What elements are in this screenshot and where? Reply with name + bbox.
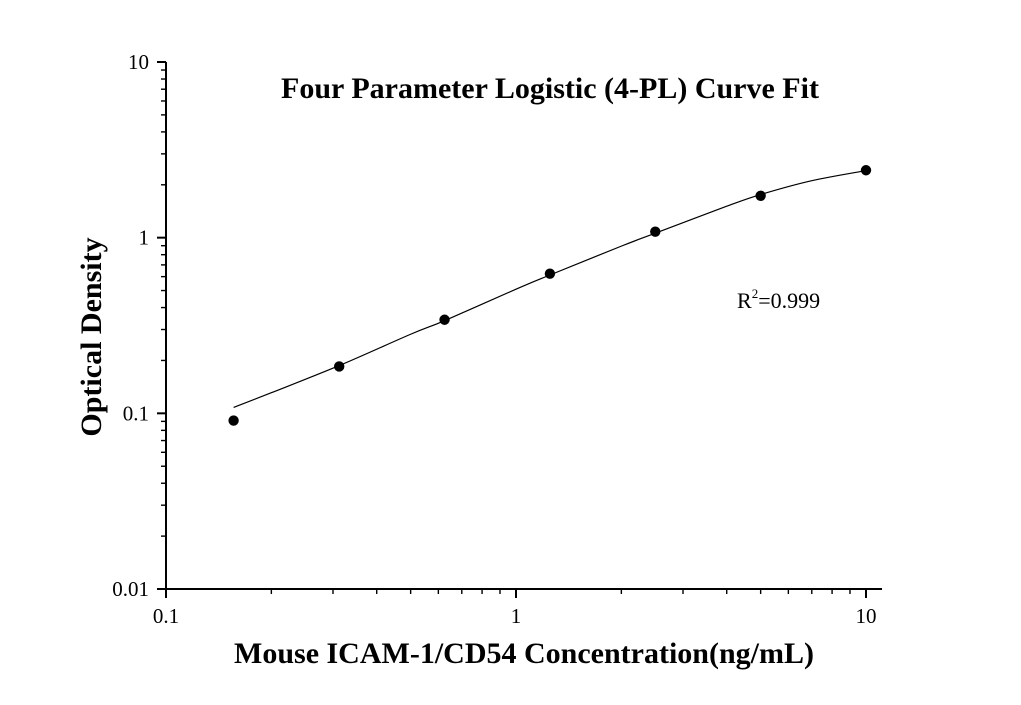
x-tick-label: 0.1 xyxy=(153,604,179,628)
chart-title: Four Parameter Logistic (4-PL) Curve Fit xyxy=(281,72,819,105)
x-tick-label: 10 xyxy=(856,604,877,628)
data-point xyxy=(228,415,239,426)
r-squared-base: R xyxy=(737,288,752,313)
y-tick-label: 1 xyxy=(139,226,150,250)
x-tick-label: 1 xyxy=(511,604,522,628)
y-tick-label: 0.1 xyxy=(123,401,149,425)
y-axis-label: Optical Density xyxy=(75,237,108,436)
y-tick-label: 10 xyxy=(128,50,149,74)
x-axis-label: Mouse ICAM-1/CD54 Concentration(ng/mL) xyxy=(234,637,814,670)
data-point xyxy=(333,361,345,372)
data-point xyxy=(544,268,556,279)
data-point xyxy=(860,165,872,176)
y-tick-label: 0.01 xyxy=(112,577,149,601)
axes xyxy=(165,62,882,590)
data-point xyxy=(439,314,450,325)
data-point xyxy=(755,190,766,202)
r-squared-value: =0.999 xyxy=(758,288,820,313)
data-points xyxy=(228,165,872,426)
data-point xyxy=(650,226,661,237)
r-squared-superscript: 2 xyxy=(752,286,759,301)
r-squared-annotation: R2=0.999 xyxy=(737,286,820,313)
